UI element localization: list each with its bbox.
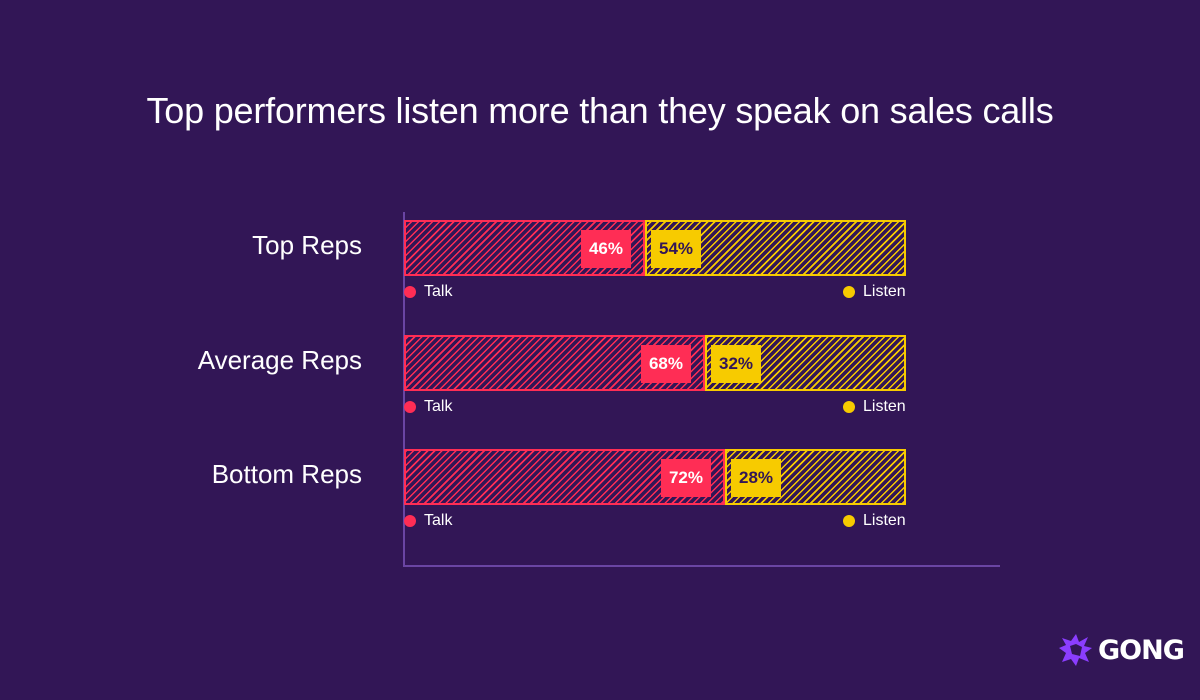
chart-title: Top performers listen more than they spe… xyxy=(146,90,1054,131)
legend-listen-label: Listen xyxy=(863,512,906,529)
talk-percent-badge: 72% xyxy=(660,459,711,497)
talk-dot-icon xyxy=(404,286,416,298)
gong-starburst-icon xyxy=(1059,634,1092,666)
legend-listen: Listen xyxy=(843,398,906,416)
legend-talk-label: Talk xyxy=(424,283,453,300)
row-label: Top Reps xyxy=(252,230,362,260)
talk-dot-icon xyxy=(404,515,416,527)
stacked-bar: 68% 32% xyxy=(404,335,906,391)
talk-percent-badge: 46% xyxy=(580,230,631,268)
listen-percent-badge: 54% xyxy=(651,230,702,268)
listen-percent-badge: 32% xyxy=(711,345,762,383)
legend-talk: Talk xyxy=(404,398,452,416)
stacked-bar: 46% 54% xyxy=(404,220,906,276)
talk-dot-icon xyxy=(404,401,416,413)
stacked-bar: 72% 28% xyxy=(404,449,906,505)
legend-talk: Talk xyxy=(404,512,452,530)
legend-listen-label: Listen xyxy=(863,398,906,415)
row-label: Average Reps xyxy=(197,345,362,375)
x-axis-line xyxy=(403,565,1000,567)
talk-percent-badge: 68% xyxy=(640,345,691,383)
legend-talk-label: Talk xyxy=(424,512,453,529)
row-label: Bottom Reps xyxy=(211,459,362,489)
listen-dot-icon xyxy=(843,515,855,527)
legend-listen: Listen xyxy=(843,283,906,301)
listen-dot-icon xyxy=(843,401,855,413)
legend-listen-label: Listen xyxy=(863,283,906,300)
listen-dot-icon xyxy=(843,286,855,298)
listen-percent-badge: 28% xyxy=(731,459,782,497)
legend-talk-label: Talk xyxy=(424,398,453,415)
legend-talk: Talk xyxy=(404,283,452,301)
legend-listen: Listen xyxy=(843,512,906,530)
gong-logo: GONG xyxy=(1058,632,1185,668)
logo-text: GONG xyxy=(1098,634,1185,666)
